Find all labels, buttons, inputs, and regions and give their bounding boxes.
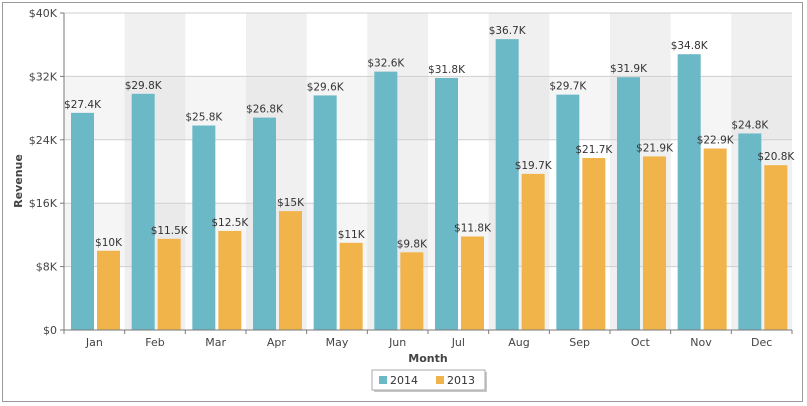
legend-label-2014[interactable]: 2014 [390, 374, 418, 387]
y-axis-title: Revenue [12, 154, 25, 208]
y-tick-label: $40K [29, 7, 58, 20]
data-label-2013-jan: $10K [95, 237, 123, 249]
bar-2014-may[interactable] [313, 95, 337, 330]
data-label-2013-may: $11K [338, 229, 366, 241]
data-label-2013-jun: $9.8K [397, 238, 428, 250]
data-label-2013-mar: $12.5K [211, 217, 249, 229]
data-label-2013-dec: $20.8K [757, 151, 795, 163]
x-tick-label: Sep [569, 336, 590, 349]
legend-swatch-2013[interactable] [436, 376, 444, 384]
bar-2014-jun[interactable] [374, 71, 398, 331]
data-label-2014-jul: $31.8K [428, 64, 466, 76]
bar-2014-jul[interactable] [435, 77, 458, 330]
bar-2013-feb[interactable] [157, 238, 181, 330]
data-label-2014-apr: $26.8K [246, 104, 284, 116]
bar-2014-mar[interactable] [192, 125, 216, 330]
x-tick-label: Jul [451, 336, 465, 349]
bar-2013-jul[interactable] [461, 236, 484, 330]
x-axis-title: Month [408, 352, 447, 365]
row-band [64, 76, 792, 140]
data-label-2014-may: $29.6K [307, 81, 345, 93]
data-label-2013-aug: $19.7K [515, 160, 553, 172]
bar-2014-sep[interactable] [556, 94, 580, 330]
x-tick-label: Aug [508, 336, 529, 349]
data-label-2014-dec: $24.8K [731, 119, 769, 131]
x-tick-label: Dec [751, 336, 772, 349]
data-label-2014-jan: $27.4K [64, 99, 102, 111]
data-label-2013-nov: $22.9K [697, 135, 735, 147]
data-label-2013-jul: $11.8K [454, 222, 492, 234]
bar-2014-apr[interactable] [253, 117, 276, 330]
bar-2014-dec[interactable] [738, 133, 762, 330]
bar-2013-jan[interactable] [97, 250, 120, 330]
bar-2013-apr[interactable] [279, 211, 302, 330]
legend-swatch-2014[interactable] [379, 376, 387, 384]
data-label-2014-jun: $32.6K [367, 58, 405, 70]
data-label-2013-oct: $21.9K [636, 142, 674, 154]
y-tick-label: $32K [29, 70, 58, 83]
bar-2013-mar[interactable] [218, 230, 242, 330]
x-tick-label: Oct [631, 336, 651, 349]
bars[interactable] [71, 39, 788, 331]
x-tick-label: Feb [145, 336, 164, 349]
x-tick-label: Apr [267, 336, 287, 349]
bar-2013-nov[interactable] [703, 148, 727, 330]
y-tick-label: $24K [29, 134, 58, 147]
row-band [64, 203, 792, 267]
y-tick-label: $16K [29, 197, 58, 210]
y-tick-label: $8K [36, 261, 58, 274]
data-label-2014-aug: $36.7K [489, 25, 527, 37]
x-tick-label: Jun [388, 336, 406, 349]
data-label-2013-apr: $15K [277, 197, 305, 209]
data-label-2014-mar: $25.8K [185, 112, 223, 124]
data-label-2014-sep: $29.7K [549, 81, 587, 93]
bar-2013-may[interactable] [339, 242, 363, 330]
data-labels: $27.4K $10K $29.8K $11.5K $25.8K $12.5K $26.8K… [64, 25, 795, 250]
bar-2013-jun[interactable] [400, 252, 424, 330]
legend[interactable]: 2014 2013 [371, 369, 487, 392]
y-tick-label: $0 [43, 324, 57, 337]
data-label-2014-nov: $34.8K [671, 40, 709, 52]
data-label-2013-feb: $11.5K [151, 225, 189, 237]
data-label-2014-oct: $31.9K [610, 63, 648, 75]
axes: $0 $8K $16K $24K $32K $40K Jan Feb Mar Apr May Jun J… [29, 7, 793, 349]
bar-2014-jan[interactable] [71, 112, 94, 330]
bar-2013-oct[interactable] [643, 156, 666, 330]
data-label-2014-feb: $29.8K [125, 80, 163, 92]
bar-2013-dec[interactable] [764, 165, 788, 330]
legend-label-2013[interactable]: 2013 [447, 374, 475, 387]
bar-2014-oct[interactable] [617, 77, 640, 330]
x-tick-label: Mar [205, 336, 226, 349]
data-label-2013-sep: $21.7K [575, 144, 613, 156]
x-tick-label: Nov [690, 336, 712, 349]
x-tick-label: Jan [85, 336, 103, 349]
bar-2014-feb[interactable] [131, 93, 155, 331]
bar-2013-aug[interactable] [521, 173, 545, 330]
bar-2013-sep[interactable] [582, 158, 606, 330]
bar-2014-nov[interactable] [677, 54, 701, 331]
x-tick-label: May [326, 336, 349, 349]
bar-2014-aug[interactable] [495, 39, 519, 331]
legend-box [371, 369, 486, 391]
